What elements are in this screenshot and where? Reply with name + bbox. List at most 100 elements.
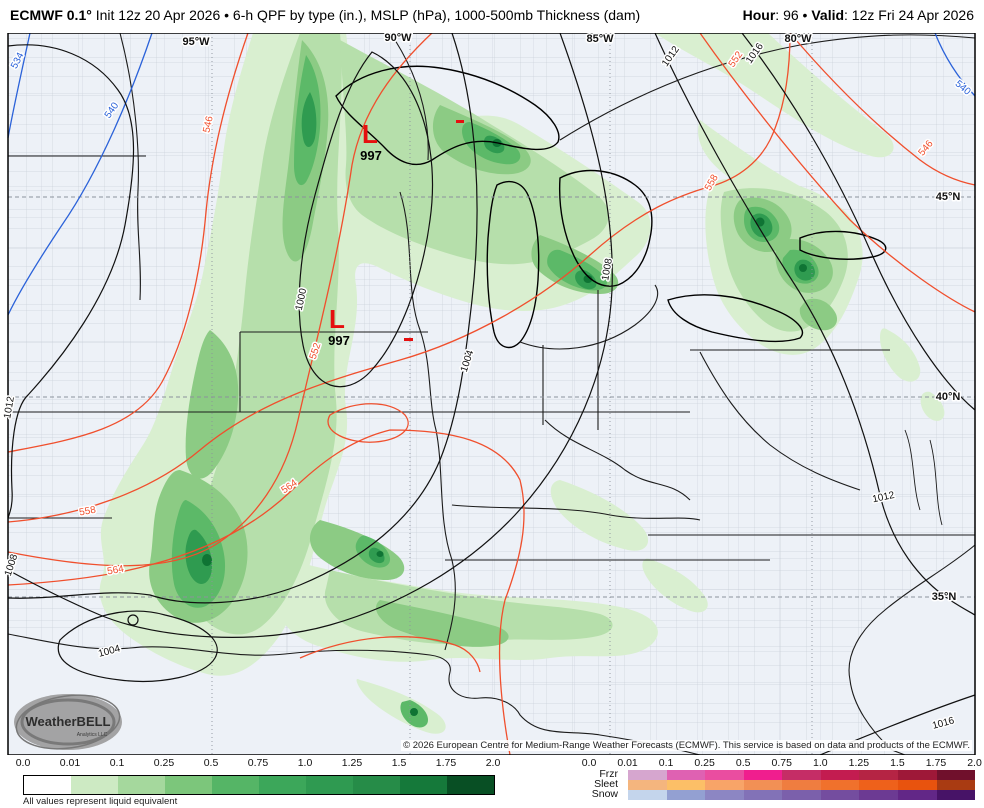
valid-value: : 12z Fri 24 Apr 2026: [844, 7, 974, 23]
colorbar-segment: [936, 770, 976, 780]
weatherbell-logo: WeatherBELL Analytics LLC: [14, 694, 122, 750]
model-params: Init 12z 20 Apr 2026 • 6-h QPF by type (…: [91, 7, 641, 23]
map-label: 45°N: [936, 191, 961, 203]
scale-tick-label: 0.01: [617, 757, 638, 769]
scale-tick-label: 1.75: [435, 757, 457, 769]
scale-tick-label: 0.75: [247, 757, 269, 769]
colorbar-segment: [118, 776, 165, 794]
colorbar-segment: [859, 770, 898, 780]
scale-tick-label: 1.0: [812, 757, 828, 769]
scale-tick-label: 1.5: [890, 757, 905, 769]
model-name: ECMWF 0.1°: [10, 7, 92, 23]
scale-tick-label: 0.01: [59, 757, 81, 769]
scale-tick-label: 2.0: [967, 757, 982, 769]
scale-tick-label: 1.25: [848, 757, 870, 769]
great-lakes-outlines: [335, 65, 887, 349]
colorbar-segment: [666, 790, 706, 800]
scale-tick-label: 1.0: [297, 757, 313, 769]
valid-label: Valid: [811, 7, 845, 23]
copyright-attribution: © 2026 European Centre for Medium-Range …: [401, 740, 972, 751]
colorbar-segment: [705, 770, 744, 780]
colorbar-segment: [820, 770, 860, 780]
logo-subtext: Analytics LLC: [77, 732, 108, 738]
map-label: 85°W: [586, 33, 614, 45]
colorbar-segment: [628, 790, 667, 800]
colorbar-segment: [859, 790, 898, 800]
colorbar-segment: [628, 780, 667, 790]
colorbar-segment: [24, 776, 71, 794]
colorbar-segment: [782, 780, 821, 790]
map-label: 558: [78, 505, 97, 519]
scale-tick-label: 0.0: [581, 757, 597, 769]
scale-tick-label: 1.5: [391, 757, 407, 769]
map-label: 80°W: [784, 33, 812, 45]
snow-label: Snow: [591, 788, 618, 800]
map-label: 997: [328, 333, 350, 348]
frzr-colorbar: [628, 770, 976, 780]
colorbar-segment: [897, 780, 937, 790]
colorbar-segment: [936, 780, 976, 790]
map-label: 90°W: [384, 32, 412, 44]
map-label: L: [329, 304, 345, 334]
colorbar-segment: [897, 790, 937, 800]
valid-time: Hour: 96 • Valid: 12z Fri 24 Apr 2026: [743, 7, 974, 23]
colorbar-segment: [353, 776, 400, 794]
scale-tick-label: 1.75: [925, 757, 947, 769]
title-bar: ECMWF 0.1° Init 12z 20 Apr 2026 • 6-h QP…: [0, 0, 984, 33]
map-label: 552: [308, 341, 324, 361]
colorbar-segment: [306, 776, 353, 794]
map-label: 95°W: [182, 36, 210, 48]
colorbar-segment: [666, 780, 706, 790]
thickness-contours-red: [7, 32, 976, 756]
map-label: 40°N: [936, 391, 961, 403]
colorbar-segment: [782, 770, 821, 780]
colorbar-segment: [782, 790, 821, 800]
state-borders: [7, 32, 976, 756]
hour-value: : 96 •: [775, 7, 812, 23]
colorbar-segment: [447, 776, 494, 794]
map-label: 1000: [294, 287, 309, 311]
colorbar-segment: [400, 776, 447, 794]
logo-text: WeatherBELL: [26, 714, 111, 729]
colorbar-segment: [936, 790, 976, 800]
red-detail-marks: [404, 120, 464, 341]
ptype-scale-ticks: 0.0 0.01 0.1 0.25 0.5 0.75 1.0 1.25 1.5 1.75 2.0: [0, 755, 984, 769]
scale-tick-label: 0.5: [203, 757, 219, 769]
map-label: 546: [201, 115, 215, 134]
snow-colorbar: [628, 790, 976, 800]
sleet-label: Sleet: [594, 778, 618, 790]
colorbar-segment: [897, 770, 937, 780]
scale-tick-label: 0.5: [735, 757, 751, 769]
scale-tick-label: 1.25: [341, 757, 363, 769]
legend-footer: 0.0 0.01 0.1 0.25 0.5 0.75 1.0 1.25 1.5 1.75 2.0 A…: [0, 755, 984, 808]
scale-tick-label: 0.0: [15, 757, 31, 769]
colorbar-segment: [705, 780, 744, 790]
colorbar-segment: [743, 780, 783, 790]
hour-label: Hour: [742, 7, 776, 23]
sleet-colorbar: [628, 780, 976, 790]
colorbar-segment: [743, 790, 783, 800]
colorbar-segment: [743, 770, 783, 780]
scale-tick-label: 0.75: [771, 757, 792, 769]
scale-tick-label: 0.1: [109, 757, 125, 769]
graticule-lines: [8, 33, 975, 755]
scale-tick-label: 0.1: [658, 757, 674, 769]
colorbar-segment: [820, 790, 860, 800]
colorbar-segment: [259, 776, 306, 794]
rain-colorbar: [23, 775, 495, 795]
colorbar-segment: [859, 780, 898, 790]
colorbar-segment: [666, 770, 706, 780]
colorbar-segment: [212, 776, 259, 794]
colorbar-segment: [705, 790, 744, 800]
map-label: 997: [360, 148, 382, 163]
colorbar-segment: [165, 776, 212, 794]
scale-tick-label: 0.25: [694, 757, 715, 769]
map-label: L: [362, 119, 378, 149]
colorbar-segment: [628, 770, 667, 780]
scale-tick-label: 2.0: [485, 757, 501, 769]
scale-tick-label: 0.25: [153, 757, 175, 769]
colorbar-segment: [71, 776, 118, 794]
colorbar-segment: [820, 780, 860, 790]
